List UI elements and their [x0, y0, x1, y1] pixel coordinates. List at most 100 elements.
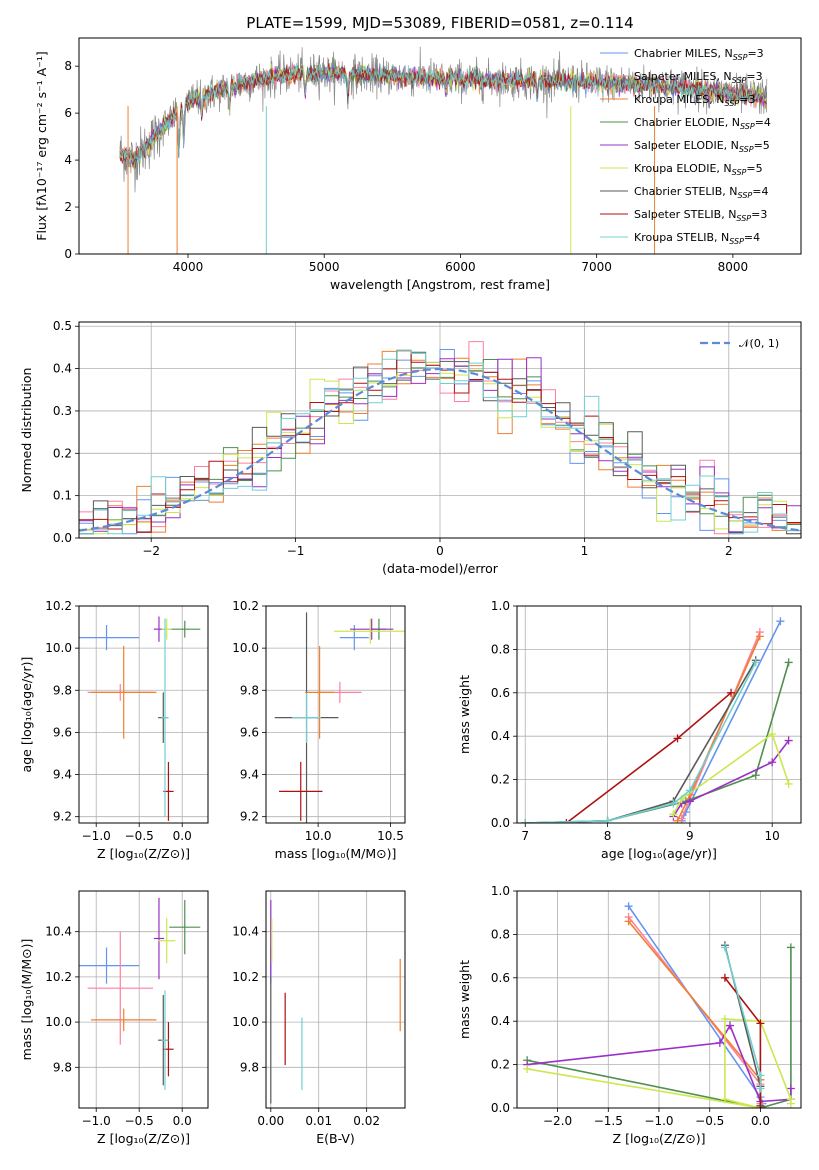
residual-histogram-8	[79, 349, 801, 535]
weight-age-marker-2-2	[755, 632, 764, 641]
weight-z-marker-8-0	[720, 943, 729, 952]
residual-legend: 𝒩(0, 1)	[700, 337, 779, 350]
age-mass-xtick-label: 10.5	[377, 829, 404, 843]
age-mass-point-2	[305, 646, 335, 739]
legend-entry-8: Kroupa STELIB, NSSP=4	[634, 231, 760, 246]
weight-age-series-5	[672, 732, 790, 815]
legend-entry-subscript: SSP	[732, 168, 747, 177]
weight-age-series-8	[525, 662, 757, 823]
weight-z-plot-area	[523, 902, 795, 1108]
weight-age-plot-area	[521, 617, 793, 823]
age-mass-plot-area	[274, 612, 405, 823]
weight-z-panel: −2.0 −1.5 −1.0 −0.5 0.0 0.0 0.2 0.4 0.6 0.8 1.0 Z […	[457, 884, 802, 1146]
legend-entry-subscript: SSP	[738, 191, 753, 200]
weight-z-xtick-label: −1.5	[594, 1114, 623, 1128]
age-z-ytick-label: 9.6	[53, 725, 72, 739]
weight-z-ytick-label: 0.2	[491, 1058, 510, 1072]
age-z-point-2	[91, 646, 157, 739]
legend-entry-count: =3	[747, 47, 763, 60]
mass-z-point-5	[158, 918, 176, 964]
mass-z-point-8	[161, 990, 169, 1090]
weight-age-ytick-label: 0.6	[491, 686, 510, 700]
residuals-xlabel: (data-model)/error	[382, 561, 499, 576]
weight-age-marker-5-3	[784, 779, 793, 788]
weight-age-xtick-label: 10	[765, 829, 780, 843]
mass-z-xtick-label: −0.5	[125, 1114, 154, 1128]
ebv-xtick-label: 0.01	[305, 1114, 332, 1128]
legend-entry-1: Salpeter MILES, NSSP=3	[634, 70, 763, 85]
weight-age-marker-8-2	[669, 799, 678, 808]
spectrum-title: PLATE=1599, MJD=53089, FIBERID=0581, z=0…	[246, 14, 633, 32]
weight-z-ytick-label: 0.6	[491, 971, 510, 985]
legend-entry-2: Kroupa MILES, NSSP=3	[634, 93, 755, 108]
weight-age-marker-4-3	[768, 758, 777, 767]
legend-entry-count: =4	[744, 231, 760, 244]
weight-age-marker-8-4	[751, 658, 760, 667]
weight-z-ylabel: mass weight	[457, 960, 472, 1039]
legend-entry-label: Kroupa STELIB, N	[634, 231, 729, 244]
weight-z-marker-7-1	[756, 1019, 765, 1028]
age-mass-ytick-label: 10.2	[232, 599, 259, 613]
weight-age-ytick-label: 0.2	[491, 773, 510, 787]
legend-entry-label: Kroupa ELODIE, N	[634, 162, 732, 175]
weight-z-marker-7-0	[720, 973, 729, 982]
residuals-ytick-label: 0.4	[53, 362, 72, 376]
weight-age-ytick-label: 0.8	[491, 642, 510, 656]
legend-entry-subscript: SSP	[732, 76, 747, 85]
model-spectrum-7	[119, 63, 767, 168]
residuals-ytick-label: 0.2	[53, 446, 72, 460]
residuals-ytick-label: 0.5	[53, 319, 72, 333]
age-z-ytick-label: 9.4	[53, 768, 72, 782]
age-mass-frame	[265, 605, 406, 824]
spectrum-ytick-label: 0	[64, 247, 72, 261]
age-mass-ytick-label: 9.8	[240, 683, 259, 697]
weight-age-marker-3-3	[751, 771, 760, 780]
legend-entry-label: Kroupa MILES, N	[634, 93, 724, 106]
weight-z-marker-4-1	[715, 1038, 724, 1047]
weight-age-marker-8-3	[685, 786, 694, 795]
residuals-xtick-label: 1	[581, 544, 589, 558]
age-z-xtick-label: −0.5	[125, 829, 154, 843]
weight-z-marker-8-1	[756, 1071, 765, 1080]
weight-age-marker-5-2	[768, 730, 777, 739]
weight-age-xtick-label: 8	[604, 829, 612, 843]
ebv-ytick-label: 10.4	[232, 925, 259, 939]
spectrum-ylabel: Flux [fλ10⁻¹⁷ erg cm⁻² s⁻¹ A⁻¹]	[34, 51, 49, 240]
age-z-xtick-label: −1.0	[82, 829, 111, 843]
legend-entry-5: Kroupa ELODIE, NSSP=5	[634, 162, 763, 177]
residuals-frame	[78, 321, 802, 539]
age-z-plot-area	[79, 616, 201, 821]
spectrum-ytick-label: 2	[64, 200, 72, 214]
weight-age-ytick-label: 1.0	[491, 599, 510, 613]
weight-z-marker-3-3	[786, 943, 795, 952]
spectrum-xlabel: wavelength [Angstrom, rest frame]	[330, 277, 550, 292]
spectrum-xtick-label: 4000	[173, 260, 204, 274]
weight-z-series-0	[627, 905, 764, 1104]
mass-z-xlabel: Z [log₁₀(Z/Z⊙)]	[97, 1131, 190, 1146]
age-z-ytick-label: 10.0	[45, 641, 72, 655]
legend-entry-subscript: SSP	[733, 53, 748, 62]
weight-age-frame	[516, 605, 802, 824]
age-z-panel: −1.0 −0.5 0.0 9.2 9.4 9.6 9.8 10.0 10.2 Z [log₁₀(…	[19, 599, 209, 861]
weight-z-xtick-label: 0.0	[751, 1114, 770, 1128]
weight-age-series-3	[525, 662, 790, 823]
weight-z-marker-0-0	[624, 902, 633, 911]
model-spectrum-8	[119, 63, 767, 164]
weight-age-series-4	[672, 740, 790, 817]
legend-entry-subscript: SSP	[724, 99, 739, 108]
legend-entry-subscript: SSP	[736, 214, 751, 223]
legend-entry-count: =3	[746, 70, 762, 83]
residuals-plot-area	[79, 341, 801, 535]
legend-entry-subscript: SSP	[739, 145, 754, 154]
residuals-xtick-label: 2	[725, 544, 733, 558]
weight-age-ylabel: mass weight	[457, 675, 472, 754]
residuals-panel: −2 −1 0 1 2 0.0 0.1 0.2 0.3 0.4 0.5 (data-model)/er…	[19, 319, 802, 576]
mass-z-point-3	[169, 900, 201, 955]
spectrum-ytick-label: 4	[64, 153, 72, 167]
legend-entry-count: =5	[754, 139, 770, 152]
weight-age-marker-5-0	[669, 810, 678, 819]
spectrum-xtick-label: 8000	[718, 260, 749, 274]
ebv-ytick-label: 10.2	[232, 970, 259, 984]
spectrum-ytick-label: 8	[64, 59, 72, 73]
spectrum-xtick-label: 7000	[581, 260, 612, 274]
